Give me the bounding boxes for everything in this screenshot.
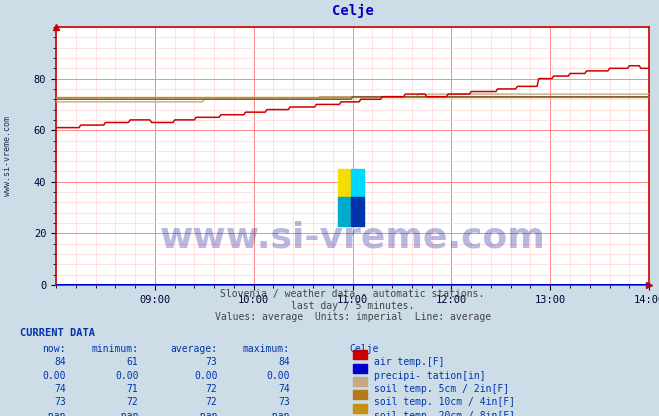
- Bar: [338, 197, 351, 225]
- Text: www.si-vreme.com: www.si-vreme.com: [159, 220, 546, 254]
- Text: -nan: -nan: [266, 411, 290, 416]
- Text: Celje: Celje: [331, 4, 374, 18]
- Text: Celje: Celje: [349, 344, 379, 354]
- Text: CURRENT DATA: CURRENT DATA: [20, 328, 95, 338]
- Text: Values: average  Units: imperial  Line: average: Values: average Units: imperial Line: av…: [214, 312, 491, 322]
- Text: 84: 84: [54, 357, 66, 367]
- Text: 72: 72: [127, 397, 138, 407]
- Text: 71: 71: [127, 384, 138, 394]
- Text: 84: 84: [278, 357, 290, 367]
- Text: maximum:: maximum:: [243, 344, 290, 354]
- Text: 72: 72: [206, 384, 217, 394]
- Text: -nan: -nan: [42, 411, 66, 416]
- Text: 73: 73: [206, 357, 217, 367]
- Text: soil temp. 20cm / 8in[F]: soil temp. 20cm / 8in[F]: [374, 411, 515, 416]
- Bar: [351, 169, 364, 197]
- Bar: [338, 169, 351, 197]
- Text: last day / 5 minutes.: last day / 5 minutes.: [291, 301, 415, 311]
- Text: minimum:: minimum:: [92, 344, 138, 354]
- Text: 73: 73: [278, 397, 290, 407]
- Text: average:: average:: [171, 344, 217, 354]
- Text: soil temp. 5cm / 2in[F]: soil temp. 5cm / 2in[F]: [374, 384, 509, 394]
- Text: 0.00: 0.00: [266, 371, 290, 381]
- Text: 0.00: 0.00: [42, 371, 66, 381]
- Text: 72: 72: [206, 397, 217, 407]
- Text: 0.00: 0.00: [194, 371, 217, 381]
- Text: 0.00: 0.00: [115, 371, 138, 381]
- Text: Slovenia / weather data - automatic stations.: Slovenia / weather data - automatic stat…: [220, 289, 485, 299]
- Text: -nan: -nan: [194, 411, 217, 416]
- Text: 73: 73: [54, 397, 66, 407]
- Text: -nan: -nan: [115, 411, 138, 416]
- Text: www.si-vreme.com: www.si-vreme.com: [3, 116, 13, 196]
- Text: now:: now:: [42, 344, 66, 354]
- Text: air temp.[F]: air temp.[F]: [374, 357, 444, 367]
- Bar: [351, 197, 364, 225]
- Text: 74: 74: [278, 384, 290, 394]
- Text: soil temp. 10cm / 4in[F]: soil temp. 10cm / 4in[F]: [374, 397, 515, 407]
- Text: precipi- tation[in]: precipi- tation[in]: [374, 371, 485, 381]
- Text: 74: 74: [54, 384, 66, 394]
- Text: 61: 61: [127, 357, 138, 367]
